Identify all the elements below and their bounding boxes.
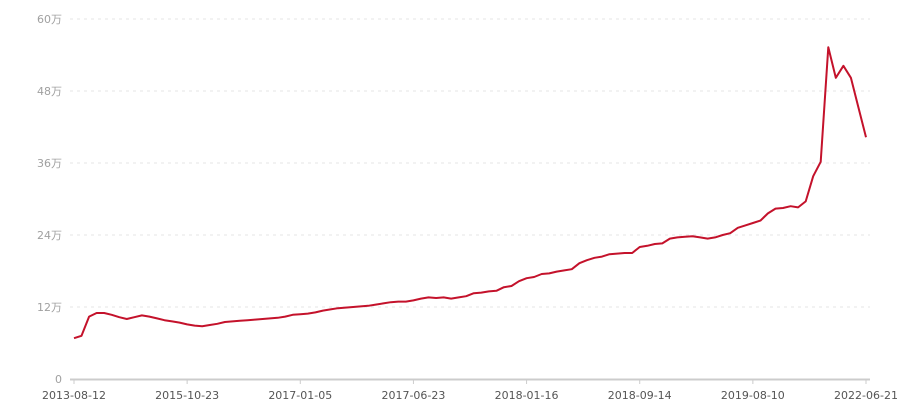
x-tick-label: 2022-06-21	[834, 389, 898, 400]
series-line	[73, 46, 867, 340]
y-tick-label: 12万	[37, 301, 62, 314]
x-axis: 2013-08-12 2015-10-23 2017-01-05 2017-06-23…	[42, 378, 898, 400]
x-tick-label: 2019-08-10	[721, 389, 785, 400]
y-tick-label: 48万	[37, 85, 62, 98]
y-tick-label: 24万	[37, 229, 62, 242]
x-tick-label: 2017-01-05	[268, 389, 332, 400]
x-tick-label: 2018-09-14	[608, 389, 672, 400]
y-tick-label: 60万	[37, 13, 62, 26]
y-tick-label: 36万	[37, 157, 62, 170]
x-tick-label: 2018-01-16	[495, 389, 559, 400]
x-tick-label: 2013-08-12	[42, 389, 106, 400]
x-tick-label: 2017-06-23	[381, 389, 445, 400]
y-axis: 0 12万 24万 36万 48万 60万	[37, 13, 62, 386]
x-tick-label: 2015-10-23	[155, 389, 219, 400]
gridlines	[70, 18, 870, 308]
y-tick-label: 0	[55, 373, 62, 386]
